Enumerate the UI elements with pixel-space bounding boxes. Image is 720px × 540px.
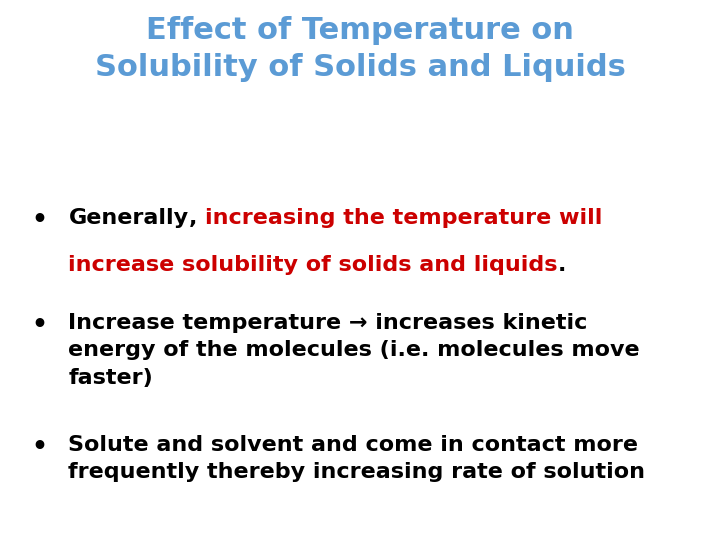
Text: .: .: [558, 255, 566, 275]
Text: •: •: [32, 435, 48, 458]
Text: increase solubility of solids and liquids: increase solubility of solids and liquid…: [68, 255, 558, 275]
Text: Solute and solvent and come in contact more
frequently thereby increasing rate o: Solute and solvent and come in contact m…: [68, 435, 645, 482]
Text: •: •: [32, 313, 48, 337]
Text: increasing the temperature will: increasing the temperature will: [204, 208, 602, 228]
Text: Effect of Temperature on
Solubility of Solids and Liquids: Effect of Temperature on Solubility of S…: [94, 16, 626, 82]
Text: ,: ,: [189, 208, 204, 228]
Text: •: •: [32, 208, 48, 232]
Text: Generally: Generally: [68, 208, 189, 228]
Text: Increase temperature → increases kinetic
energy of the molecules (i.e. molecules: Increase temperature → increases kinetic…: [68, 313, 640, 388]
